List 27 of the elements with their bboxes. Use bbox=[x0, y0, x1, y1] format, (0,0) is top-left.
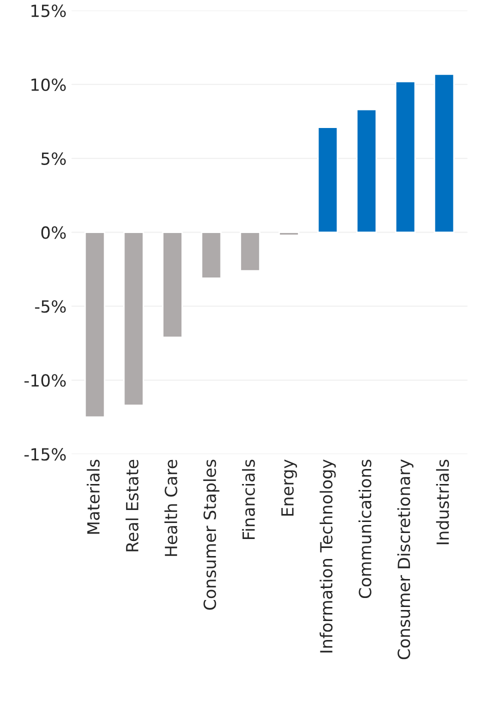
bar bbox=[240, 232, 260, 272]
x-tick-label: Communications bbox=[358, 460, 372, 598]
bar bbox=[317, 126, 338, 234]
y-tick-label: -10% bbox=[24, 374, 66, 387]
x-tick-label: Information Technology bbox=[320, 459, 336, 652]
y-tick-label: 15% bbox=[31, 4, 66, 18]
bar bbox=[394, 80, 416, 234]
y-tick-label: 0% bbox=[41, 226, 66, 239]
x-tick-label: Financials bbox=[242, 460, 255, 539]
bar bbox=[356, 108, 377, 234]
x-tick-label: Industrials bbox=[436, 460, 450, 544]
x-tick-label: Energy bbox=[281, 459, 297, 516]
bar bbox=[434, 73, 455, 234]
y-tick-label: -15% bbox=[24, 448, 66, 461]
x-tick-label: Consumer Discretionary bbox=[397, 459, 414, 660]
y-tick-label: 10% bbox=[31, 78, 66, 92]
bar bbox=[200, 232, 222, 279]
bar bbox=[278, 232, 300, 236]
bar bbox=[84, 232, 106, 418]
x-tick-label: Health Care bbox=[164, 460, 178, 556]
x-tick-label: Real Estate bbox=[126, 460, 138, 552]
x-tick-label: Materials bbox=[86, 460, 100, 534]
x-tick-label: Consumer Staples bbox=[203, 460, 220, 610]
bar bbox=[162, 232, 183, 338]
bar bbox=[123, 232, 144, 406]
y-tick-label: -5% bbox=[35, 300, 66, 313]
y-tick-label: 5% bbox=[42, 152, 66, 165]
